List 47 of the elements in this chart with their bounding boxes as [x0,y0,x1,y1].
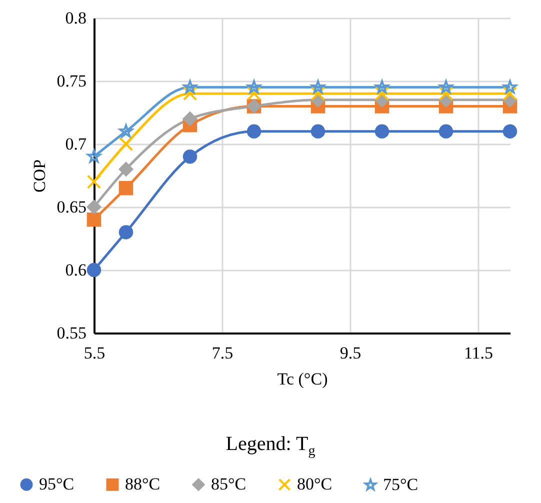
point [438,124,454,139]
y-tick-label: 0.8 [65,8,86,28]
point [247,80,261,94]
y-tick-label: 0.55 [56,324,86,342]
point [374,124,390,139]
point [87,149,101,163]
legend-label: 88°C [125,474,160,494]
point [182,149,198,164]
point [502,86,518,101]
legend-label: 85°C [211,474,246,494]
legend-title: Legend: T$_{g}$ [224,433,316,460]
point [374,86,390,101]
x-tick-label: 9.5 [340,344,362,362]
point [503,80,517,94]
point [310,86,326,101]
point [86,200,102,214]
point [183,80,197,94]
point [182,86,198,101]
point [118,162,134,176]
point [182,112,198,126]
x-tick-label: 7.5 [212,344,234,362]
point [310,124,326,139]
point [118,136,134,152]
y-tick-label: 0.75 [56,72,86,90]
point [439,80,453,94]
y-axis-title: COP [30,159,49,193]
point [311,80,325,94]
point [502,124,518,139]
y-tick-label: 0.7 [65,134,87,154]
x-axis-title: Tc (°C) [277,370,328,388]
point [375,80,389,94]
point [86,262,102,278]
point [118,180,134,196]
point [86,212,102,227]
point [438,86,454,101]
point [246,86,262,101]
legend-label: 80°C [297,474,332,494]
y-tick-label: 0.65 [56,198,86,216]
point [119,124,133,138]
x-tick-label: 11.5 [464,344,494,362]
legend-label: 75°C [383,475,418,494]
point [86,174,102,189]
x-tick-label: 5.5 [84,344,106,362]
point [246,124,262,139]
legend-label: 95°C [39,474,74,494]
point [118,225,134,240]
y-tick-label: 0.6 [65,260,86,280]
